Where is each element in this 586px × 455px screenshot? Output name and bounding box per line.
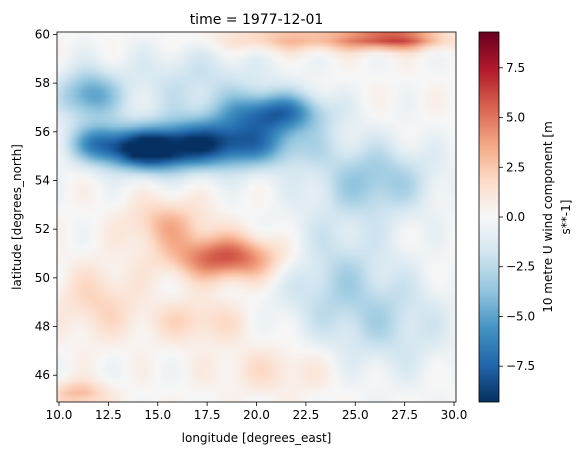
y-tick-label: 56: [35, 125, 50, 139]
x-tick-label: 10.0: [46, 408, 73, 422]
y-tick-label: 46: [35, 368, 50, 382]
x-tick-label: 15.0: [144, 408, 171, 422]
x-tick-label: 22.5: [293, 408, 320, 422]
colorbar-tick-label: 5.0: [506, 111, 525, 125]
x-tick-label: 17.5: [194, 408, 221, 422]
colorbar-axis: −7.5 −5.0 −2.5 0.0 2.5 5.0 7.5: [499, 61, 535, 373]
y-tick-label: 52: [35, 222, 50, 236]
plot-area: [56, 31, 457, 403]
x-tick-label: 12.5: [95, 408, 122, 422]
x-tick-label: 20.0: [243, 408, 270, 422]
y-axis: 46 48 50 52 54 56 58 60: [35, 27, 57, 382]
colorbar-tick-label: 0.0: [506, 210, 525, 224]
y-tick-label: 48: [35, 320, 50, 334]
colorbar-label-line1: 10 metre U wind component [m: [541, 121, 555, 313]
y-tick-label: 50: [35, 271, 50, 285]
colorbar-label: 10 metre U wind component [m s**-1]: [541, 121, 573, 313]
colorbar-tick-label: 2.5: [506, 160, 525, 174]
x-axis: 10.0 12.5 15.0 17.5 20.0 22.5 25.0 27.5 30.0: [46, 402, 468, 422]
x-tick-label: 27.5: [391, 408, 418, 422]
colorbar-tick-label: −5.0: [506, 309, 535, 323]
y-tick-label: 58: [35, 76, 50, 90]
colorbar-tick-label: 7.5: [506, 61, 525, 75]
colorbar-tick-label: −2.5: [506, 260, 535, 274]
chart-title: time = 1977-12-01: [190, 12, 324, 28]
colorbar-tick-label: −7.5: [506, 359, 535, 373]
colorbar: [478, 31, 500, 403]
x-tick-label: 30.0: [441, 408, 468, 422]
x-axis-label: longitude [degrees_east]: [182, 431, 332, 445]
y-tick-label: 54: [35, 173, 50, 187]
heatmap-image: [57, 32, 456, 402]
x-tick-label: 25.0: [342, 408, 369, 422]
y-tick-label: 60: [35, 27, 50, 41]
colorbar-label-line2: s**-1]: [559, 200, 573, 235]
y-axis-label: latitude [degrees_north]: [10, 144, 24, 290]
